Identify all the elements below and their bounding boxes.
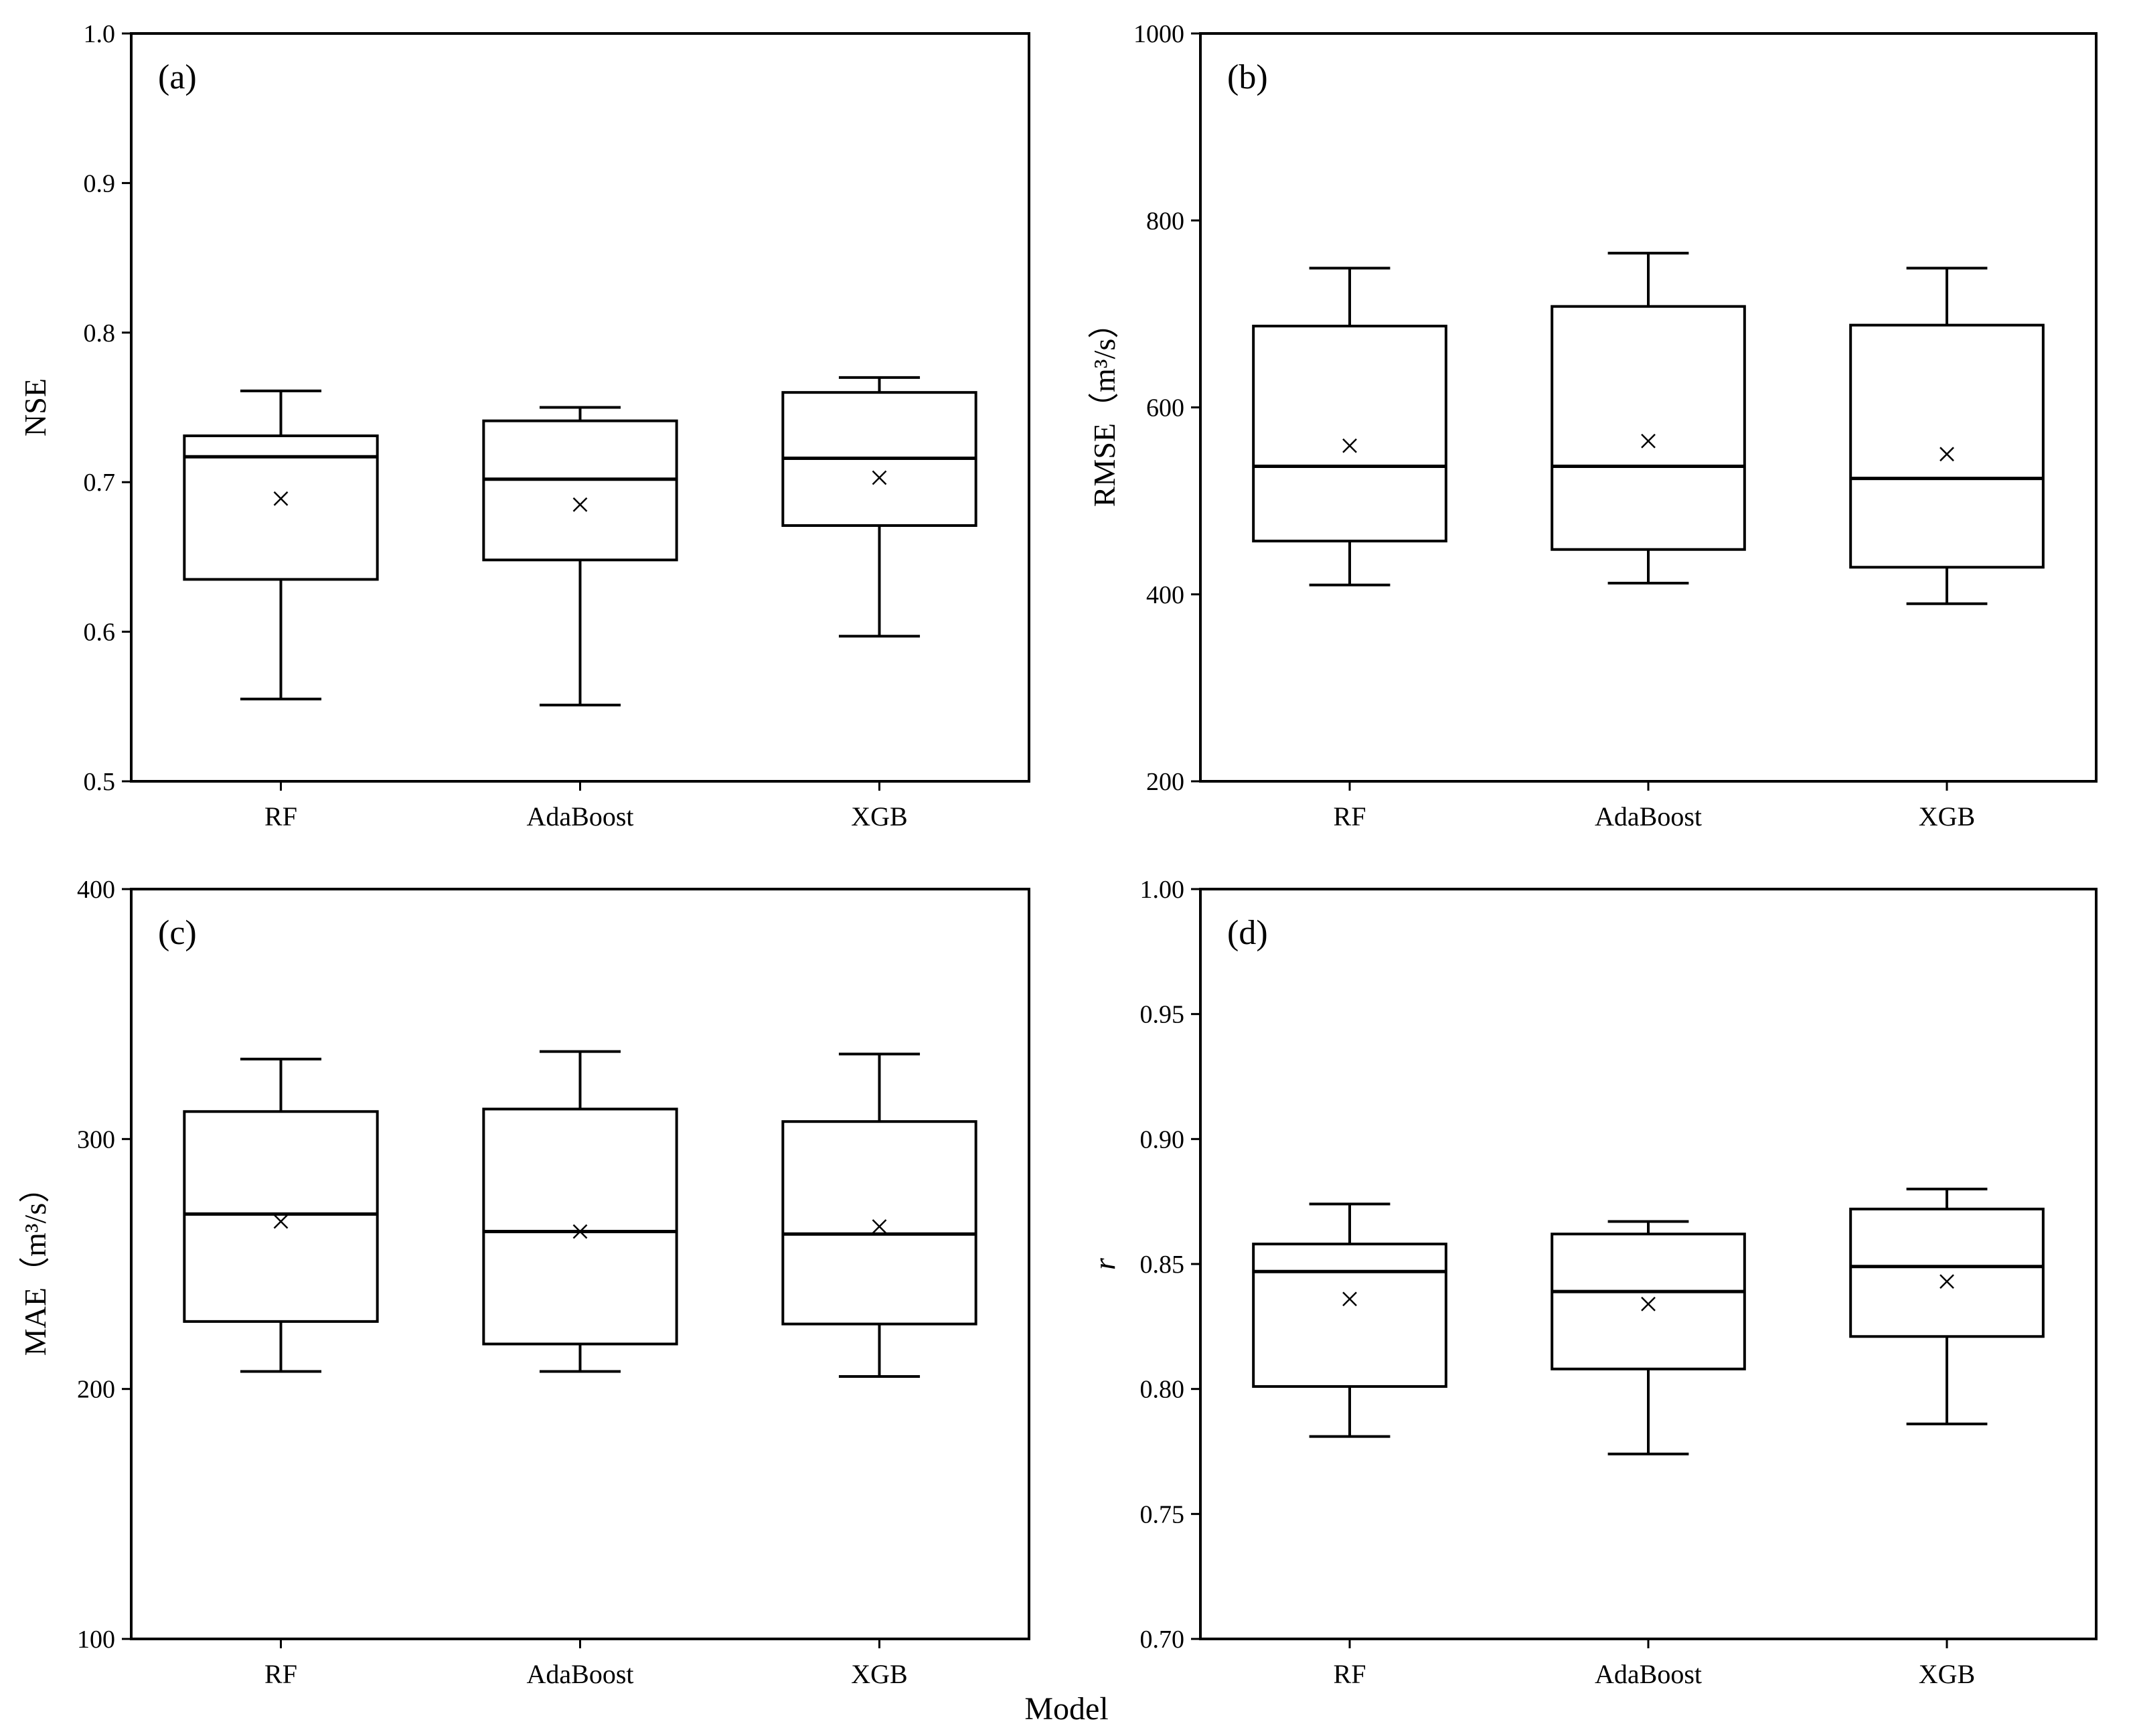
box-iqr xyxy=(1252,325,1447,543)
y-tick-label: 0.7 xyxy=(84,469,116,497)
x-tick-label: XGB xyxy=(1919,1659,1975,1689)
x-tick-label: XGB xyxy=(1919,801,1975,832)
mean-marker-stroke xyxy=(1641,1296,1656,1312)
box-iqr xyxy=(1551,305,1746,551)
x-tick-label: RF xyxy=(264,801,297,832)
mean-marker xyxy=(273,1214,289,1229)
y-axis-title: r xyxy=(1087,1257,1121,1270)
mean-marker-stroke xyxy=(872,1219,887,1234)
mean-marker xyxy=(1342,1291,1357,1307)
mean-marker xyxy=(572,497,588,512)
x-tick-label: RF xyxy=(1334,1659,1366,1689)
y-axis-title: RMSE（m³/s） xyxy=(1087,308,1121,507)
box-iqr xyxy=(781,1120,977,1326)
panel-c: 100 200 300 400 MAE（m³/s） (c) RF AdaBoost XGB xyxy=(18,876,1030,1689)
mean-marker-stroke xyxy=(1641,433,1656,449)
y-tick-label: 0.90 xyxy=(1140,1125,1185,1154)
panel-a: 0.5 0.6 0.7 0.8 0.9 1.0 NSE (a) RF AdaBoost XGB xyxy=(18,20,1030,832)
mean-marker xyxy=(1940,1274,1954,1289)
panel-label: (a) xyxy=(158,58,197,96)
mean-marker xyxy=(273,491,289,506)
x-tick-label: RF xyxy=(264,1659,297,1689)
y-tick-label: 300 xyxy=(77,1125,115,1154)
x-axis-title: Model xyxy=(1024,1691,1108,1727)
x-tick-label: AdaBoost xyxy=(527,801,634,832)
mean-marker-stroke xyxy=(273,491,289,506)
y-tick-label: 0.8 xyxy=(84,319,116,347)
mean-marker-stroke xyxy=(1940,1274,1954,1289)
mean-marker-stroke xyxy=(1342,1291,1357,1307)
x-tick-label: AdaBoost xyxy=(1595,1659,1702,1689)
x-tick-label: RF xyxy=(1334,801,1366,832)
box-iqr xyxy=(482,419,678,562)
y-tick-label: 0.6 xyxy=(84,619,116,647)
mean-marker-stroke xyxy=(273,1214,289,1229)
box-iqr xyxy=(482,1107,678,1346)
panel-d: 0.70 0.75 0.80 0.85 0.90 0.95 1.00 r (d) RF AdaBoo… xyxy=(1087,876,2098,1689)
y-tick-label: 1000 xyxy=(1133,20,1184,48)
panel-b: 200 400 600 800 1000 RMSE（m³/s） (b) RF AdaBoost X… xyxy=(1087,20,2098,832)
y-tick-label: 400 xyxy=(1146,581,1184,609)
mean-marker-stroke xyxy=(572,497,588,512)
y-tick-label: 0.85 xyxy=(1140,1251,1185,1279)
mean-marker xyxy=(872,1219,887,1234)
box-iqr xyxy=(183,434,379,581)
mean-marker-stroke xyxy=(1940,447,1954,462)
y-tick-label: 200 xyxy=(77,1376,115,1404)
y-tick-label: 800 xyxy=(1146,207,1184,235)
y-tick-label: 0.80 xyxy=(1140,1376,1185,1404)
mean-marker xyxy=(1940,447,1954,462)
x-tick-label: AdaBoost xyxy=(527,1659,634,1689)
x-tick-label: XGB xyxy=(851,801,907,832)
panel-label: (b) xyxy=(1227,58,1268,96)
box-iqr xyxy=(1551,1233,1746,1370)
box-iqr xyxy=(1849,323,2045,569)
y-tick-label: 1.00 xyxy=(1140,876,1185,904)
y-tick-label: 400 xyxy=(77,876,115,904)
x-tick-label: AdaBoost xyxy=(1595,801,1702,832)
y-tick-label: 100 xyxy=(77,1626,115,1654)
box-iqr xyxy=(1252,1243,1447,1388)
y-tick-label: 0.75 xyxy=(1140,1500,1185,1528)
y-tick-label: 1.0 xyxy=(84,20,116,48)
mean-marker xyxy=(1641,1296,1656,1312)
panel-label: (c) xyxy=(158,914,197,952)
mean-marker xyxy=(872,470,887,485)
mean-marker xyxy=(1641,433,1656,449)
y-tick-label: 0.95 xyxy=(1140,1001,1185,1029)
y-tick-label: 0.5 xyxy=(84,768,116,796)
box-iqr xyxy=(183,1110,379,1323)
mean-marker-stroke xyxy=(872,470,887,485)
y-axis-title: NSE xyxy=(18,378,52,437)
mean-marker-stroke xyxy=(1342,438,1357,453)
y-tick-label: 600 xyxy=(1146,394,1184,422)
mean-marker xyxy=(1342,438,1357,453)
y-tick-label: 0.9 xyxy=(84,169,116,198)
box-iqr xyxy=(1849,1207,2045,1338)
panel-label: (d) xyxy=(1227,914,1268,952)
mean-marker xyxy=(572,1224,588,1239)
mean-marker-stroke xyxy=(572,1224,588,1239)
y-tick-label: 200 xyxy=(1146,768,1184,796)
y-axis-title: MAE（m³/s） xyxy=(18,1172,52,1356)
y-tick-label: 0.70 xyxy=(1140,1626,1185,1654)
x-tick-label: XGB xyxy=(851,1659,907,1689)
